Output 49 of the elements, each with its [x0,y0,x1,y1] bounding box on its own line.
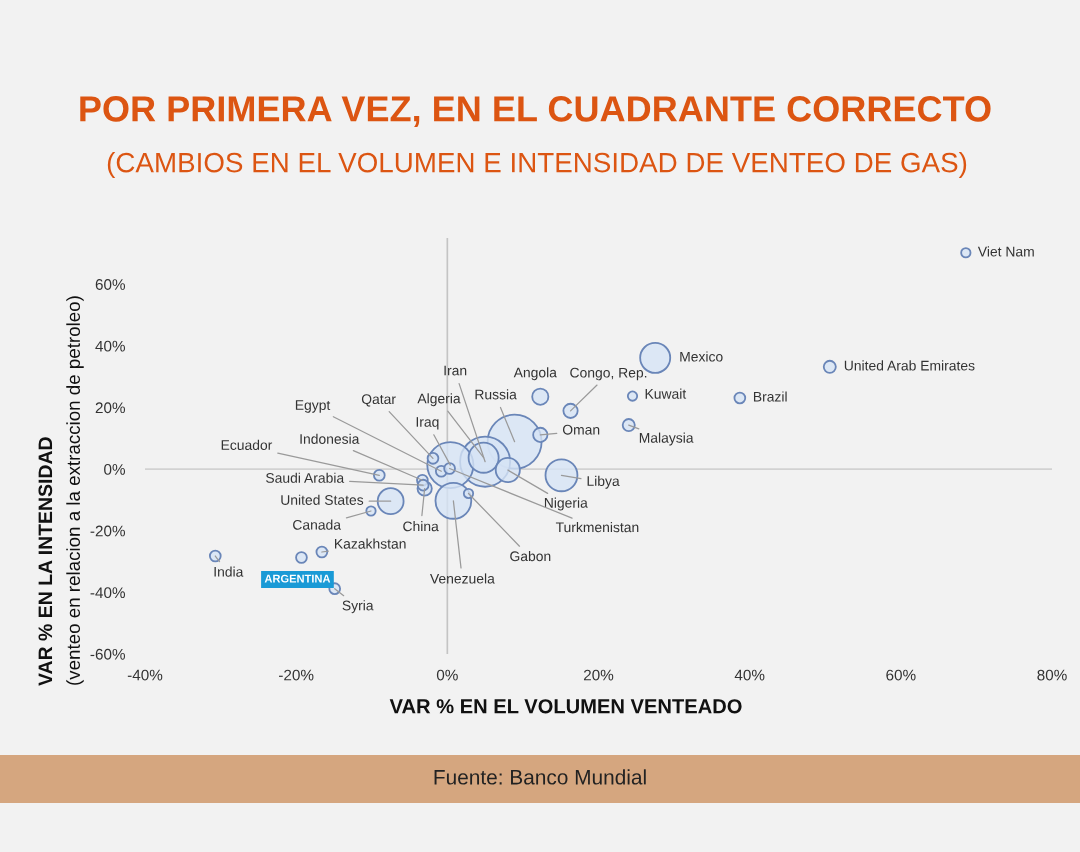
x-tick-label: 40% [734,669,765,681]
annotation: Malaysia [639,432,694,446]
y-tick-label: 20% [95,402,126,414]
y-tick-label: -60% [90,648,126,660]
annotation: Brazil [753,391,787,402]
annotation: Libya [587,475,620,489]
annotation: Mexico [680,351,723,362]
annotation: Venezuela [430,573,495,584]
annotation: Iran [444,365,467,376]
y-tick-label: 60% [95,279,126,290]
chart-title: POR PRIMERA VEZ, EN EL CUADRANTE CORRECTO [80,96,991,127]
annotation: Kuwait [645,388,687,399]
annotation: United Arab Emirates [844,360,975,371]
annotation: Gabon [510,550,551,562]
annotation: Ecuador [221,439,273,450]
y-axis-title: VAR % EN LA INTENSIDAD (venteo en relacion a la extraccion de petroleo) [38,296,84,686]
annotation: ARGENTINA [264,574,331,583]
annotation: Iraq [416,417,439,430]
annotation: Congo, Rep. [570,367,647,381]
x-tick-label: 20% [583,669,614,681]
annotation: India [214,566,244,577]
x-tick-label: -40% [127,669,163,681]
source-note: Fuente: Banco Mundial [434,769,646,785]
annotation: Viet Nam [977,246,1034,257]
annotation: Angola [513,367,557,381]
y-tick-label: -40% [90,587,126,599]
annotation: Qatar [361,394,396,407]
annotation: Syria [342,600,374,614]
annotation: Oman [562,424,600,435]
annotation: Russia [475,389,517,400]
chart-subtitle: (CAMBIOS EN EL VOLUMEN E INTENSIDAD DE VENTEO DE GAS) [107,152,967,178]
annotation: Indonesia [300,433,360,444]
x-tick-label: 80% [1037,669,1067,681]
x-axis-title: VAR % EN EL VOLUMEN VENTEADO [389,699,742,714]
y-tick-label: -20% [90,525,126,537]
annotation: Kazakhstan [335,538,406,549]
annotation: Algeria [417,393,461,407]
annotation: Canada [293,519,341,530]
x-tick-label: -20% [279,669,314,681]
annotation: Turkmenistan [555,522,639,533]
annotation: Egypt [295,400,331,413]
y-tick-label: 0% [104,463,126,475]
annotation: China [403,521,439,532]
annotation: United States [281,494,364,505]
x-tick-label: 60% [886,669,916,681]
annotation: Nigeria [544,497,588,511]
y-tick-label: 40% [95,340,126,352]
annotation: Saudi Arabia [266,472,345,483]
x-tick-label: 0% [436,669,458,681]
